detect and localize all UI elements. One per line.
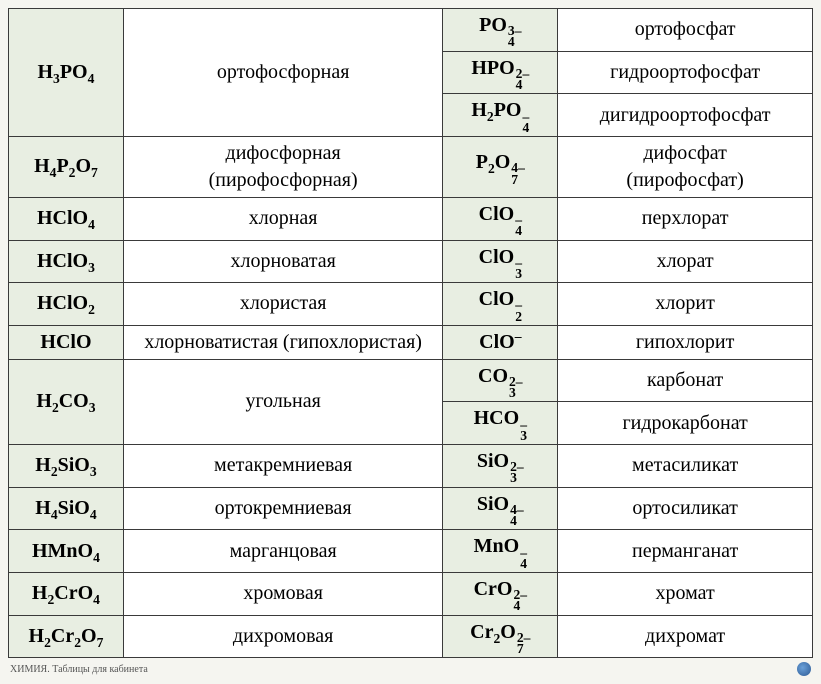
acid-name-cell: марганцовая bbox=[123, 530, 442, 573]
publisher-logo-icon bbox=[797, 662, 811, 676]
acid-name-cell: дихромовая bbox=[123, 615, 442, 658]
table-row: HClO4 хлорная ClO–4 перхлорат bbox=[9, 197, 813, 240]
ion-cell: H2PO–4 bbox=[443, 94, 558, 137]
anion-name-cell: дигидроортофосфат bbox=[558, 94, 813, 137]
formula-cell: HMnO4 bbox=[9, 530, 124, 573]
table-row: H2SiO3 метакремниевая SiO2–3 метасиликат bbox=[9, 445, 813, 488]
table-row: HClO2 хлористая ClO–2 хлорит bbox=[9, 283, 813, 326]
formula-cell: HClO bbox=[9, 325, 124, 359]
footer: ХИМИЯ. Таблицы для кабинета bbox=[8, 658, 813, 676]
ion-cell: ClO–4 bbox=[443, 197, 558, 240]
anion-name-cell: хромат bbox=[558, 572, 813, 615]
ion-cell: CrO2–4 bbox=[443, 572, 558, 615]
anion-name-cell: гидроортофосфат bbox=[558, 51, 813, 94]
table-row: H4SiO4 ортокремниевая SiO4–4 ортосиликат bbox=[9, 487, 813, 530]
anion-name-cell: гидрокарбонат bbox=[558, 402, 813, 445]
ion-cell: P2O4–7 bbox=[443, 136, 558, 197]
acids-table: H3PO4 ортофосфорная PO3–4 ортофосфат HPO… bbox=[8, 8, 813, 658]
acid-name-cell: ортокремниевая bbox=[123, 487, 442, 530]
formula-cell: H3PO4 bbox=[9, 9, 124, 137]
ion-cell: ClO–3 bbox=[443, 240, 558, 283]
anion-name-cell: дифосфат(пирофосфат) bbox=[558, 136, 813, 197]
ion-cell: ClO–2 bbox=[443, 283, 558, 326]
acid-name-cell: хлорноватая bbox=[123, 240, 442, 283]
formula-cell: H2Cr2O7 bbox=[9, 615, 124, 658]
acid-name-cell: дифосфорная(пирофосфорная) bbox=[123, 136, 442, 197]
anion-name-cell: карбонат bbox=[558, 359, 813, 402]
ion-cell: ClO– bbox=[443, 325, 558, 359]
acid-name-cell: хлористая bbox=[123, 283, 442, 326]
table-row: H2CrO4 хромовая CrO2–4 хромат bbox=[9, 572, 813, 615]
ion-cell: CO2–3 bbox=[443, 359, 558, 402]
anion-name-cell: перманганат bbox=[558, 530, 813, 573]
ion-cell: MnO–4 bbox=[443, 530, 558, 573]
table-row: HMnO4 марганцовая MnO–4 перманганат bbox=[9, 530, 813, 573]
formula-cell: HClO4 bbox=[9, 197, 124, 240]
table-row: H4P2O7 дифосфорная(пирофосфорная) P2O4–7… bbox=[9, 136, 813, 197]
acid-name-cell: хлорноватистая (гипохлористая) bbox=[123, 325, 442, 359]
acid-name-cell: угольная bbox=[123, 359, 442, 444]
ion-cell: Cr2O2–7 bbox=[443, 615, 558, 658]
acid-name-cell: ортофосфорная bbox=[123, 9, 442, 137]
anion-name-cell: хлорат bbox=[558, 240, 813, 283]
table-row: HClO хлорноватистая (гипохлористая) ClO–… bbox=[9, 325, 813, 359]
formula-cell: H2CrO4 bbox=[9, 572, 124, 615]
formula-cell: HClO2 bbox=[9, 283, 124, 326]
anion-name-cell: перхлорат bbox=[558, 197, 813, 240]
formula-cell: H2SiO3 bbox=[9, 445, 124, 488]
table-row: H2CO3 угольная CO2–3 карбонат bbox=[9, 359, 813, 402]
acid-name-cell: хромовая bbox=[123, 572, 442, 615]
table-row: H2Cr2O7 дихромовая Cr2O2–7 дихромат bbox=[9, 615, 813, 658]
anion-name-cell: хлорит bbox=[558, 283, 813, 326]
footer-text: ХИМИЯ. Таблицы для кабинета bbox=[10, 664, 148, 675]
table-row: H3PO4 ортофосфорная PO3–4 ортофосфат bbox=[9, 9, 813, 52]
anion-name-cell: метасиликат bbox=[558, 445, 813, 488]
ion-cell: PO3–4 bbox=[443, 9, 558, 52]
formula-cell: H2CO3 bbox=[9, 359, 124, 444]
ion-cell: SiO2–3 bbox=[443, 445, 558, 488]
anion-name-cell: ортосиликат bbox=[558, 487, 813, 530]
ion-cell: SiO4–4 bbox=[443, 487, 558, 530]
ion-cell: HCO–3 bbox=[443, 402, 558, 445]
acid-name-cell: метакремниевая bbox=[123, 445, 442, 488]
formula-cell: H4SiO4 bbox=[9, 487, 124, 530]
ion-cell: HPO2–4 bbox=[443, 51, 558, 94]
anion-name-cell: дихромат bbox=[558, 615, 813, 658]
anion-name-cell: гипохлорит bbox=[558, 325, 813, 359]
formula-cell: HClO3 bbox=[9, 240, 124, 283]
anion-name-cell: ортофосфат bbox=[558, 9, 813, 52]
acid-name-cell: хлорная bbox=[123, 197, 442, 240]
formula-cell: H4P2O7 bbox=[9, 136, 124, 197]
table-row: HClO3 хлорноватая ClO–3 хлорат bbox=[9, 240, 813, 283]
